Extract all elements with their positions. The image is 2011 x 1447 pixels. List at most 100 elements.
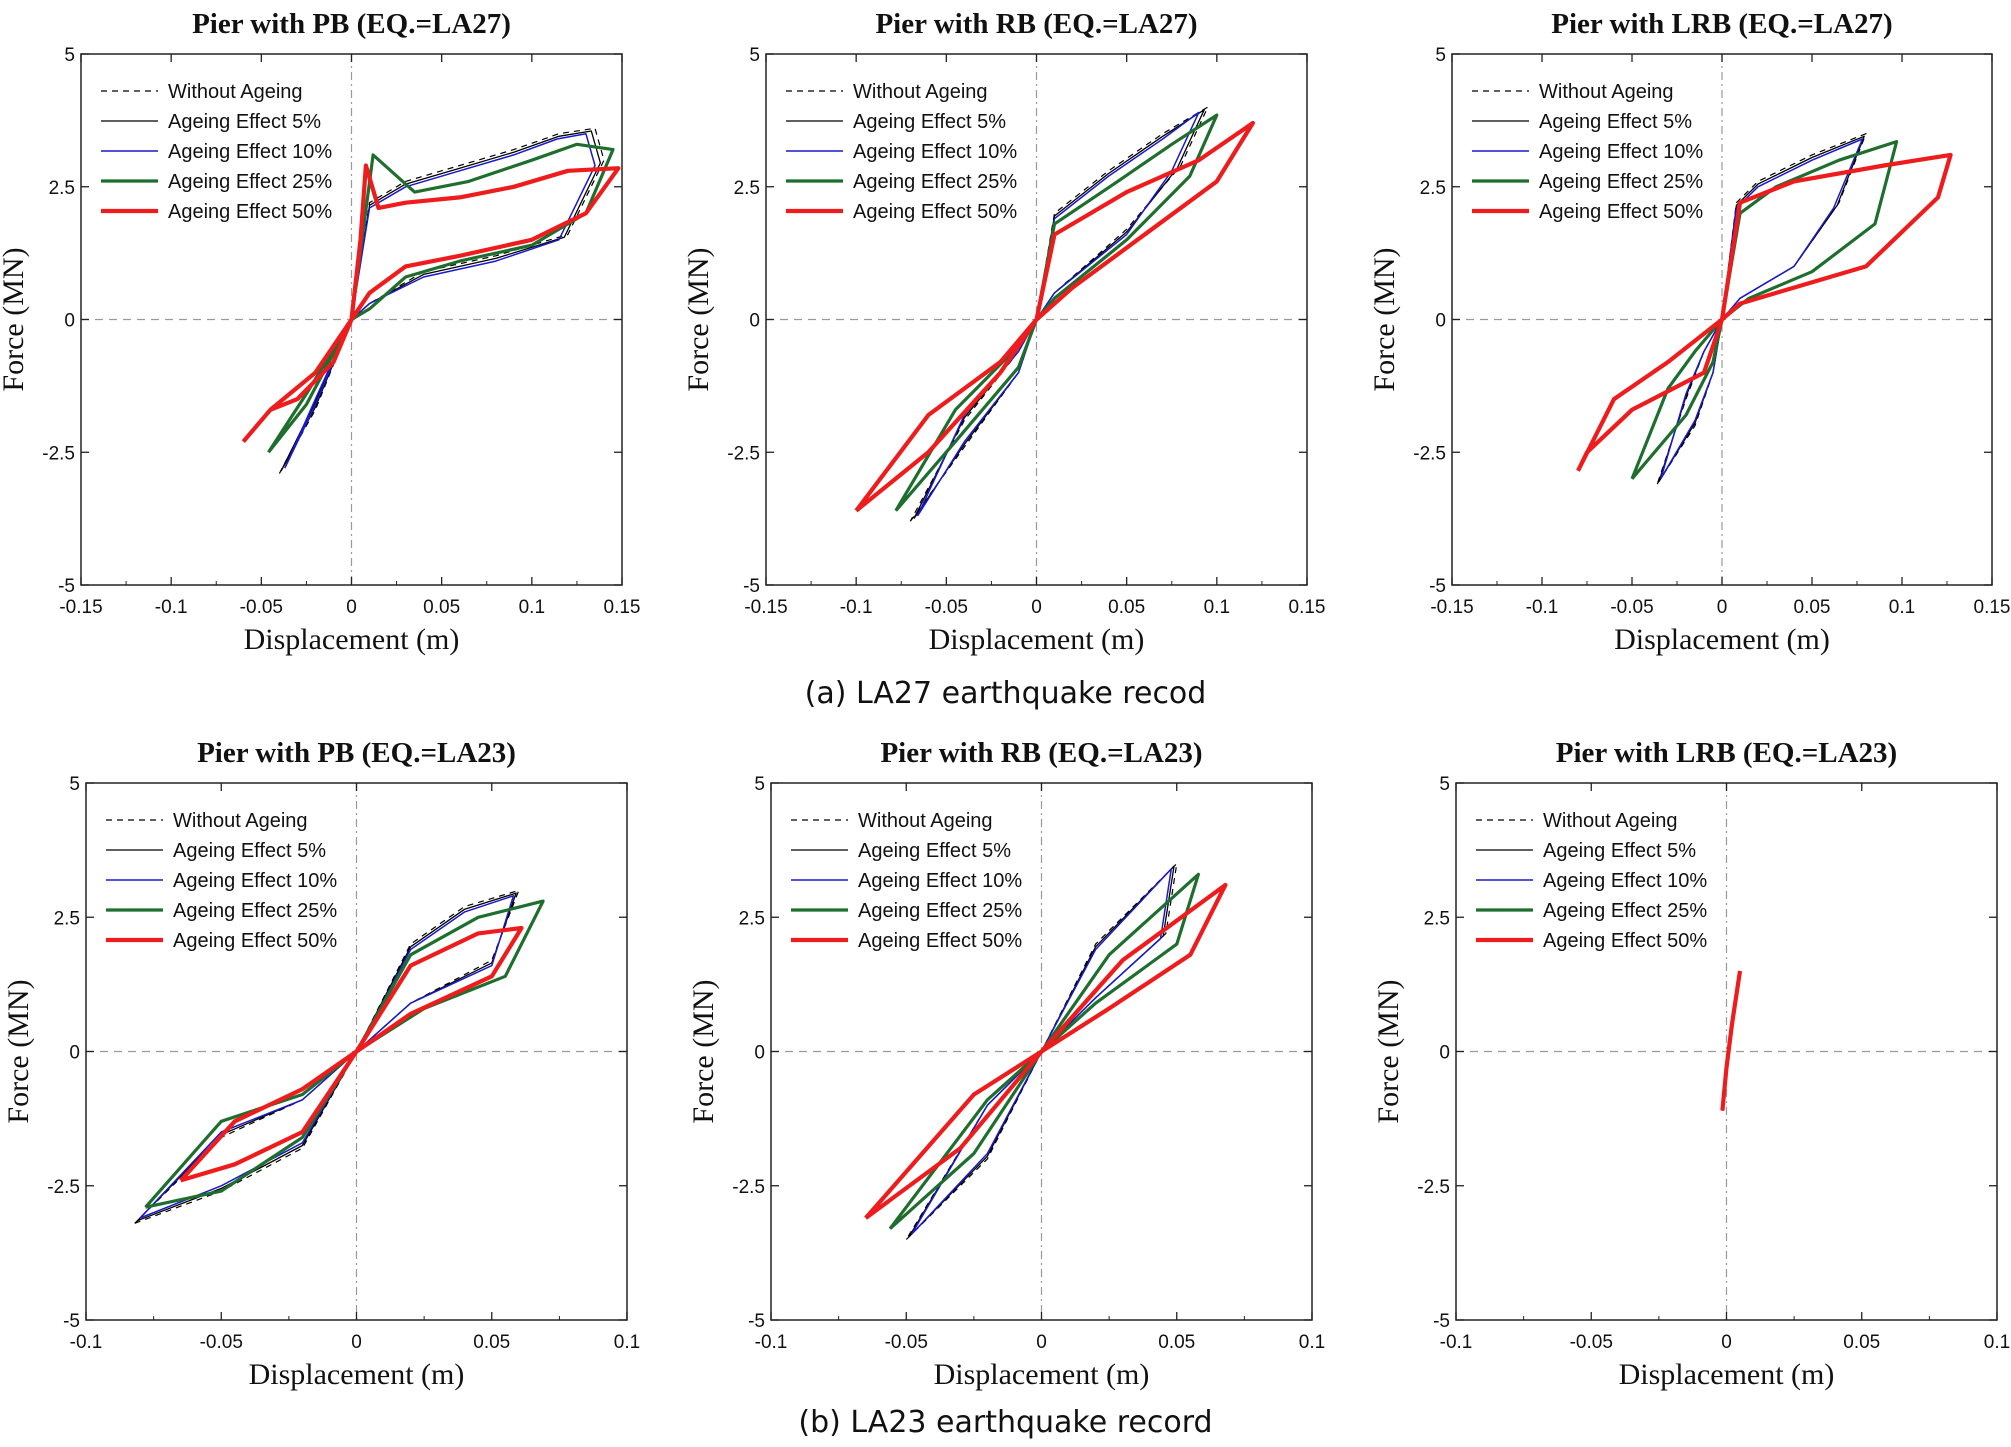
legend-label: Ageing Effect 5%: [853, 111, 1006, 133]
x-tick-label: -0.05: [1610, 597, 1653, 618]
y-tick-label: -5: [743, 576, 760, 597]
legend-label: Ageing Effect 10%: [858, 870, 1022, 892]
legend: Without Ageing Ageing Effect 5% Ageing Eff…: [1476, 810, 1707, 952]
legend-label: Ageing Effect 10%: [168, 141, 332, 163]
legend-label: Ageing Effect 5%: [168, 111, 321, 133]
y-axis-label: Force (MN): [682, 247, 715, 391]
legend: Without Ageing Ageing Effect 5% Ageing Eff…: [101, 81, 332, 223]
y-tick-label: 0: [1435, 311, 1446, 332]
legend-label: Without Ageing: [853, 81, 988, 103]
chart-6: -0.1 -0.05 0 0.05 0.1 5 2.5 0 -2.5 -5 Pier with LR…: [1372, 737, 2010, 1391]
legend-label: Without Ageing: [1539, 81, 1674, 103]
legend-label: Ageing Effect 5%: [1539, 111, 1692, 133]
x-tick-label: 0.15: [1289, 597, 1326, 618]
x-tick-label: -0.15: [59, 597, 102, 618]
x-tick-label: 0: [346, 597, 357, 618]
legend: Without Ageing Ageing Effect 5% Ageing Eff…: [786, 81, 1017, 223]
x-tick-label: 0.05: [1794, 597, 1831, 618]
x-tick-label: -0.15: [744, 597, 787, 618]
y-tick-label: 5: [64, 45, 75, 66]
chart-title: Pier with PB (EQ.=LA23): [197, 737, 516, 769]
chart-title: Pier with LRB (EQ.=LA27): [1551, 8, 1892, 40]
y-tick-label: 2.5: [1424, 908, 1450, 929]
series-ageing-effect-25-: [1630, 140, 1899, 480]
x-tick-label: -0.05: [925, 597, 968, 618]
y-tick-label: -5: [63, 1311, 80, 1332]
y-tick-label: 5: [754, 774, 765, 795]
series-ageing-effect-10-: [139, 895, 515, 1219]
x-tick-label: 0: [1031, 597, 1042, 618]
legend-label: Ageing Effect 50%: [853, 201, 1017, 223]
y-tick-label: 2.5: [49, 178, 75, 199]
y-tick-label: 5: [1439, 774, 1450, 795]
chart-title: Pier with PB (EQ.=LA27): [192, 8, 511, 40]
x-tick-label: -0.1: [755, 1332, 788, 1353]
x-tick-label: 0.1: [519, 597, 545, 618]
x-axis-label: Displacement (m): [1614, 623, 1830, 656]
x-tick-label: 0.1: [1299, 1332, 1325, 1353]
x-axis-label: Displacement (m): [249, 1358, 465, 1391]
y-tick-label: 2.5: [1420, 178, 1446, 199]
series-ageing-effect-50-: [179, 925, 524, 1183]
series-ageing-effect-50-: [854, 120, 1256, 513]
chart-title: Pier with RB (EQ.=LA23): [880, 737, 1202, 769]
legend-label: Ageing Effect 50%: [1543, 930, 1707, 952]
x-tick-label: 0: [1721, 1332, 1732, 1353]
legend-label: Ageing Effect 50%: [858, 930, 1022, 952]
series-ageing-effect-50-: [241, 163, 621, 443]
x-tick-label: 0: [1717, 597, 1728, 618]
legend: Without Ageing Ageing Effect 5% Ageing Eff…: [791, 810, 1022, 952]
y-tick-label: -2.5: [727, 443, 760, 464]
series-ageing-effect-50-: [1720, 970, 1743, 1111]
y-tick-label: -2.5: [47, 1177, 80, 1198]
legend-label: Ageing Effect 25%: [1539, 171, 1703, 193]
chart-title: Pier with LRB (EQ.=LA23): [1556, 737, 1897, 769]
y-tick-label: -5: [58, 576, 75, 597]
x-axis-label: Displacement (m): [934, 1358, 1150, 1391]
chart-1: -0.15 -0.1 -0.05 0 0.05 0.1 0.15 5 2.5 0 -2.5 -5 Pie…: [0, 8, 640, 656]
x-tick-label: 0.15: [1974, 597, 2011, 618]
x-tick-label: -0.1: [1526, 597, 1559, 618]
y-tick-label: -5: [1429, 576, 1446, 597]
x-tick-label: 0.05: [1158, 1332, 1195, 1353]
y-tick-label: 0: [1439, 1043, 1450, 1064]
y-tick-label: 0: [749, 311, 760, 332]
x-tick-label: 0.05: [473, 1332, 510, 1353]
x-axis-label: Displacement (m): [929, 623, 1145, 656]
chart-5: -0.1 -0.05 0 0.05 0.1 5 2.5 0 -2.5 -5 Pier with RB…: [687, 737, 1325, 1391]
x-tick-label: 0.05: [423, 597, 460, 618]
chart-2: -0.15 -0.1 -0.05 0 0.05 0.1 0.15 5 2.5 0 -2.5 -5 Pie…: [682, 8, 1325, 656]
caption-b: (b) LA23 earthquake record: [798, 1405, 1213, 1440]
y-tick-label: -2.5: [732, 1177, 765, 1198]
legend-label: Without Ageing: [858, 810, 993, 832]
y-tick-label: -2.5: [42, 443, 75, 464]
y-axis-label: Force (MN): [2, 979, 35, 1123]
y-tick-label: 5: [1435, 45, 1446, 66]
legend-label: Ageing Effect 25%: [1543, 900, 1707, 922]
legend-label: Ageing Effect 10%: [173, 870, 337, 892]
y-tick-label: 2.5: [734, 178, 760, 199]
x-tick-label: 0.05: [1108, 597, 1145, 618]
x-tick-label: 0.1: [1204, 597, 1230, 618]
legend: Without Ageing Ageing Effect 5% Ageing Eff…: [1472, 81, 1703, 223]
legend-label: Ageing Effect 10%: [1543, 870, 1707, 892]
y-tick-label: -5: [748, 1311, 765, 1332]
x-tick-label: 0.05: [1843, 1332, 1880, 1353]
legend-label: Without Ageing: [168, 81, 303, 103]
x-tick-label: 0.15: [604, 597, 641, 618]
series-ageing-effect-25-: [888, 872, 1201, 1230]
x-tick-label: -0.1: [70, 1332, 103, 1353]
series-ageing-effect-25-: [144, 899, 545, 1209]
x-axis-label: Displacement (m): [1619, 1358, 1835, 1391]
y-tick-label: 5: [69, 774, 80, 795]
x-axis-label: Displacement (m): [244, 623, 460, 656]
legend-label: Ageing Effect 50%: [173, 930, 337, 952]
x-tick-label: -0.05: [200, 1332, 243, 1353]
legend-label: Ageing Effect 5%: [858, 840, 1011, 862]
x-tick-label: -0.05: [1570, 1332, 1613, 1353]
y-tick-label: 2.5: [54, 908, 80, 929]
series-ageing-effect-25-: [267, 142, 615, 454]
y-tick-label: 0: [754, 1043, 765, 1064]
legend: Without Ageing Ageing Effect 5% Ageing Eff…: [106, 810, 337, 952]
